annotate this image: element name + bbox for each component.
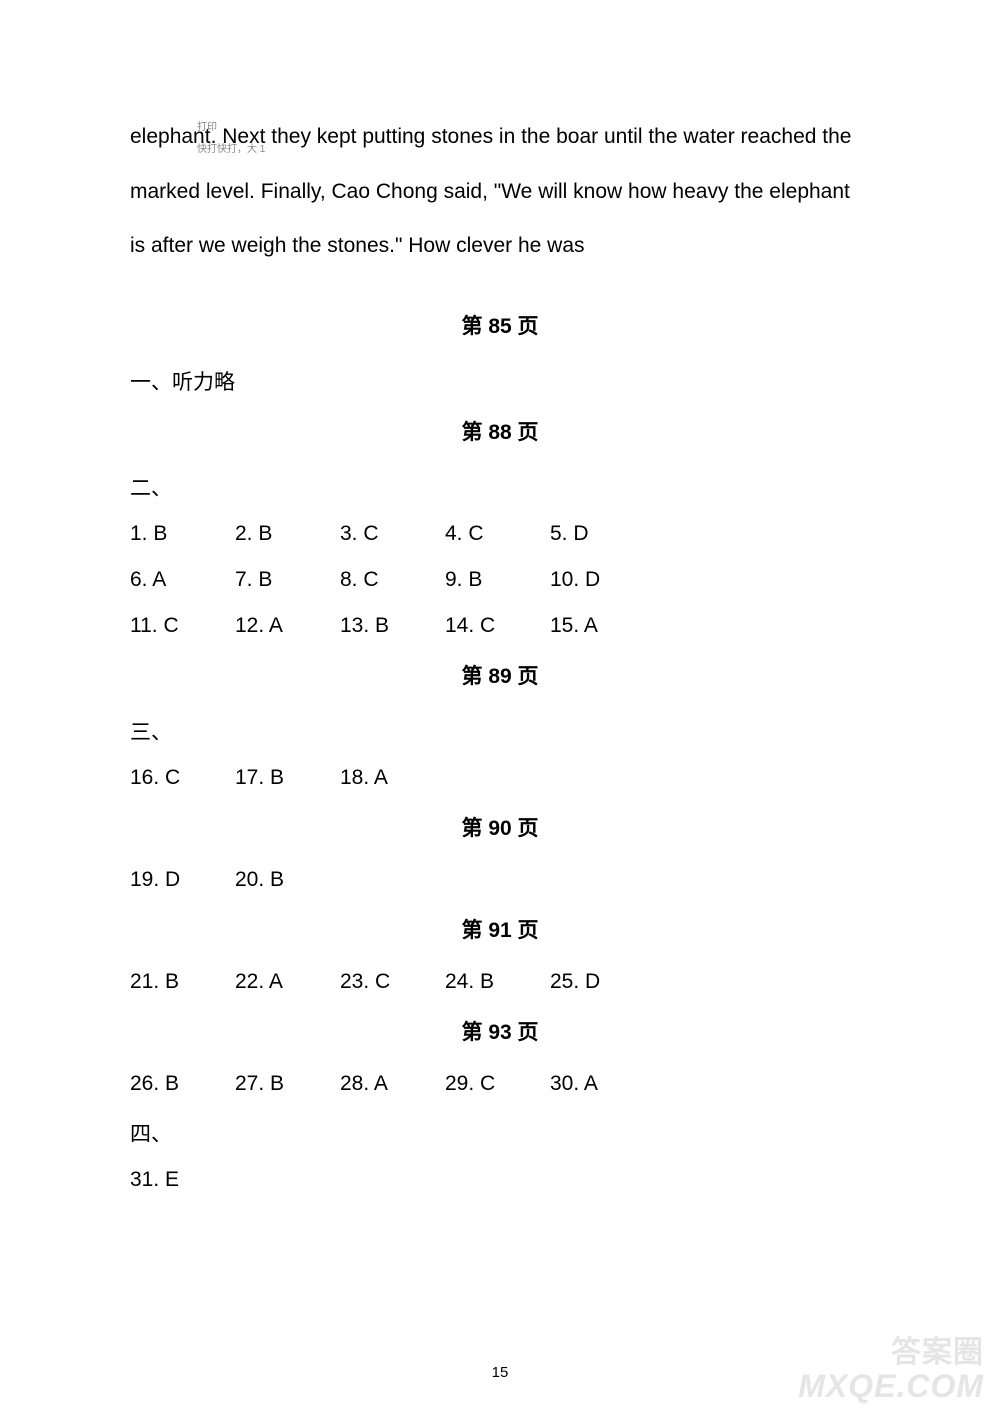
overlay-text-1: 打印 bbox=[197, 118, 217, 133]
page-header-90: 第 90 页 bbox=[130, 812, 870, 842]
answer-cell: 25. D bbox=[550, 970, 655, 994]
page-header-93: 第 93 页 bbox=[130, 1016, 870, 1046]
answer-cell: 14. C bbox=[445, 614, 550, 638]
answer-cell: 26. B bbox=[130, 1072, 235, 1096]
answer-cell: 16. C bbox=[130, 766, 235, 790]
answer-cell: 18. A bbox=[340, 766, 445, 790]
page-header-89: 第 89 页 bbox=[130, 660, 870, 690]
answer-row: 19. D 20. B bbox=[130, 868, 870, 892]
answer-cell: 30. A bbox=[550, 1072, 655, 1096]
answer-cell: 20. B bbox=[235, 868, 340, 892]
watermark-cn: 答案圈 bbox=[798, 1336, 984, 1369]
page-header-85: 第 85 页 bbox=[130, 310, 870, 340]
answer-row: 31. E bbox=[130, 1168, 870, 1192]
answer-cell: 3. C bbox=[340, 522, 445, 546]
answer-cell: 31. E bbox=[130, 1168, 235, 1192]
answer-cell: 2. B bbox=[235, 522, 340, 546]
answer-cell: 9. B bbox=[445, 568, 550, 592]
answer-cell: 10. D bbox=[550, 568, 655, 592]
answer-cell: 19. D bbox=[130, 868, 235, 892]
answer-cell: 6. A bbox=[130, 568, 235, 592]
answer-cell: 4. C bbox=[445, 522, 550, 546]
answer-cell: 27. B bbox=[235, 1072, 340, 1096]
answer-cell: 23. C bbox=[340, 970, 445, 994]
answer-cell: 11. C bbox=[130, 614, 235, 638]
section-four-label: 四、 bbox=[130, 1118, 870, 1148]
answer-row: 16. C 17. B 18. A bbox=[130, 766, 870, 790]
answer-cell: 21. B bbox=[130, 970, 235, 994]
answer-cell: 28. A bbox=[340, 1072, 445, 1096]
answer-row: 26. B 27. B 28. A 29. C 30. A bbox=[130, 1072, 870, 1096]
page-header-88: 第 88 页 bbox=[130, 416, 870, 446]
answer-cell: 1. B bbox=[130, 522, 235, 546]
answer-row: 21. B 22. A 23. C 24. B 25. D bbox=[130, 970, 870, 994]
answer-cell: 5. D bbox=[550, 522, 655, 546]
watermark: 答案圈 MXQE.COM bbox=[798, 1336, 984, 1404]
page-header-91: 第 91 页 bbox=[130, 914, 870, 944]
answer-cell: 24. B bbox=[445, 970, 550, 994]
intro-paragraph: elephant. Next they kept putting stones … bbox=[130, 110, 870, 274]
watermark-en: MXQE.COM bbox=[798, 1369, 984, 1404]
overlay-text-2: 快打快打，大 1 bbox=[197, 140, 265, 155]
answer-cell: 13. B bbox=[340, 614, 445, 638]
answer-row: 6. A 7. B 8. C 9. B 10. D bbox=[130, 568, 870, 592]
answer-cell: 7. B bbox=[235, 568, 340, 592]
answer-cell: 29. C bbox=[445, 1072, 550, 1096]
answer-row: 11. C 12. A 13. B 14. C 15. A bbox=[130, 614, 870, 638]
answer-cell: 15. A bbox=[550, 614, 655, 638]
answer-row: 1. B 2. B 3. C 4. C 5. D bbox=[130, 522, 870, 546]
section-one-label: 一、听力略 bbox=[130, 366, 870, 396]
section-two-label: 二、 bbox=[130, 472, 870, 502]
answer-cell: 8. C bbox=[340, 568, 445, 592]
answer-cell: 17. B bbox=[235, 766, 340, 790]
section-three-label: 三、 bbox=[130, 716, 870, 746]
answer-cell: 22. A bbox=[235, 970, 340, 994]
answer-cell: 12. A bbox=[235, 614, 340, 638]
